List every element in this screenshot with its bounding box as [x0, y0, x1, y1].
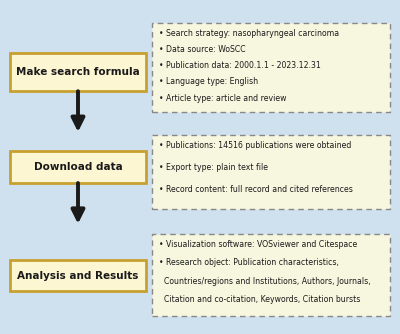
Bar	[10, 260, 146, 291]
Text: • Record content: full record and cited references: • Record content: full record and cited …	[159, 185, 353, 194]
Text: • Research object: Publication characteristics,: • Research object: Publication character…	[159, 258, 339, 267]
Text: • Article type: article and review: • Article type: article and review	[159, 94, 287, 103]
Text: • Language type: English: • Language type: English	[159, 77, 258, 87]
Text: Citation and co-citation, Keywords, Citation bursts: Citation and co-citation, Keywords, Cita…	[159, 295, 360, 304]
Text: • Data source: WoSCC: • Data source: WoSCC	[159, 45, 246, 54]
Text: Analysis and Results: Analysis and Results	[17, 271, 139, 281]
Text: Download data: Download data	[34, 162, 122, 172]
Text: • Export type: plain text file: • Export type: plain text file	[159, 163, 268, 172]
Text: • Visualization software: VOSviewer and Citespace: • Visualization software: VOSviewer and …	[159, 240, 358, 249]
Bar	[152, 23, 390, 112]
Bar	[152, 135, 390, 209]
Bar	[10, 52, 146, 91]
Text: Make search formula: Make search formula	[16, 67, 140, 77]
Text: Countries/regions and Institutions, Authors, Journals,: Countries/regions and Institutions, Auth…	[159, 277, 371, 286]
Text: • Search strategy: nasopharyngeal carcinoma: • Search strategy: nasopharyngeal carcin…	[159, 29, 339, 38]
Text: • Publication data: 2000.1.1 - 2023.12.31: • Publication data: 2000.1.1 - 2023.12.3…	[159, 61, 321, 70]
Bar	[152, 234, 390, 316]
Bar	[10, 151, 146, 183]
Text: • Publications: 14516 publications were obtained: • Publications: 14516 publications were …	[159, 141, 352, 150]
